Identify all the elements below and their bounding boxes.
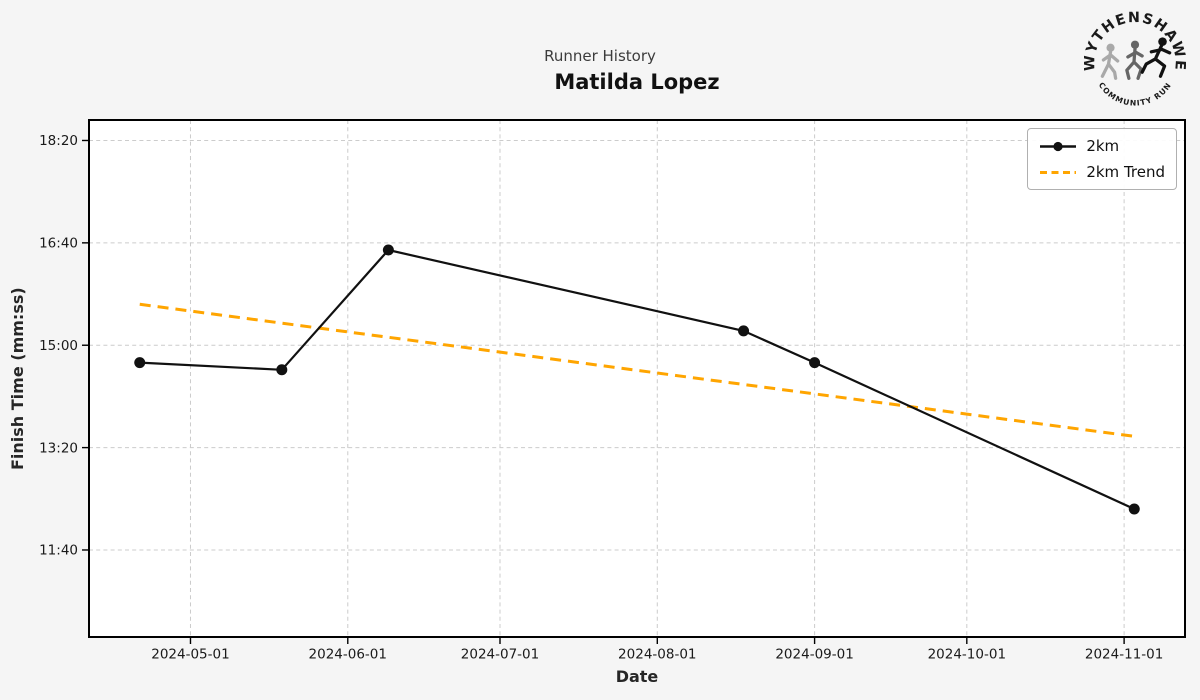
series-line <box>139 248 1135 511</box>
x-tick-label: 2024-09-01 <box>775 647 853 663</box>
series-line-sample-icon <box>1040 141 1077 151</box>
legend-item-2km: 2km <box>1039 137 1165 155</box>
data-point-marker <box>1128 503 1140 515</box>
x-axis-label: Date <box>615 667 659 686</box>
data-point-marker <box>809 357 821 369</box>
data-point-marker <box>276 364 288 376</box>
x-tick-label: 2024-10-01 <box>928 647 1006 663</box>
legend-item-2km-trend: 2km Trend <box>1039 163 1165 181</box>
logo-bottom-text: COMMUNITY RUN <box>1097 81 1174 108</box>
runner-jogging-icon <box>1125 40 1144 80</box>
y-tick-label: 11:40 <box>39 543 78 559</box>
club-logo: WYTHENSHAWE COMMUNITY RUN <box>1084 10 1186 108</box>
runner-name-title: Matilda Lopez <box>554 70 720 94</box>
legend-label-2km: 2km <box>1086 137 1120 155</box>
trend-line <box>139 302 1135 438</box>
y-tick-label: 13:20 <box>39 440 78 456</box>
runner-sprinting-icon <box>1140 37 1172 78</box>
data-point-marker <box>134 357 146 369</box>
runner-walking-icon <box>1100 43 1120 80</box>
x-tick-label: 2024-07-01 <box>461 647 539 663</box>
legend-label-2km-trend: 2km Trend <box>1086 163 1165 181</box>
plot-border <box>88 119 1186 638</box>
y-tick-label: 15:00 <box>39 338 78 354</box>
y-tick-label: 18:20 <box>39 133 78 149</box>
data-point-marker <box>738 325 750 337</box>
y-axis-label: Finish Time (mm:ss) <box>8 287 27 470</box>
y-tick-label: 16:40 <box>39 236 78 252</box>
trend-line-sample-icon <box>1040 170 1077 174</box>
x-tick-label: 2024-06-01 <box>309 647 387 663</box>
legend: 2km 2km Trend <box>1027 128 1177 190</box>
x-tick-label: 2024-05-01 <box>151 647 229 663</box>
x-tick-label: 2024-08-01 <box>618 647 696 663</box>
x-tick-label: 2024-11-01 <box>1085 647 1163 663</box>
data-point-marker <box>382 244 394 256</box>
chart-suptitle: Runner History <box>544 47 656 65</box>
plot-area <box>89 120 1185 637</box>
